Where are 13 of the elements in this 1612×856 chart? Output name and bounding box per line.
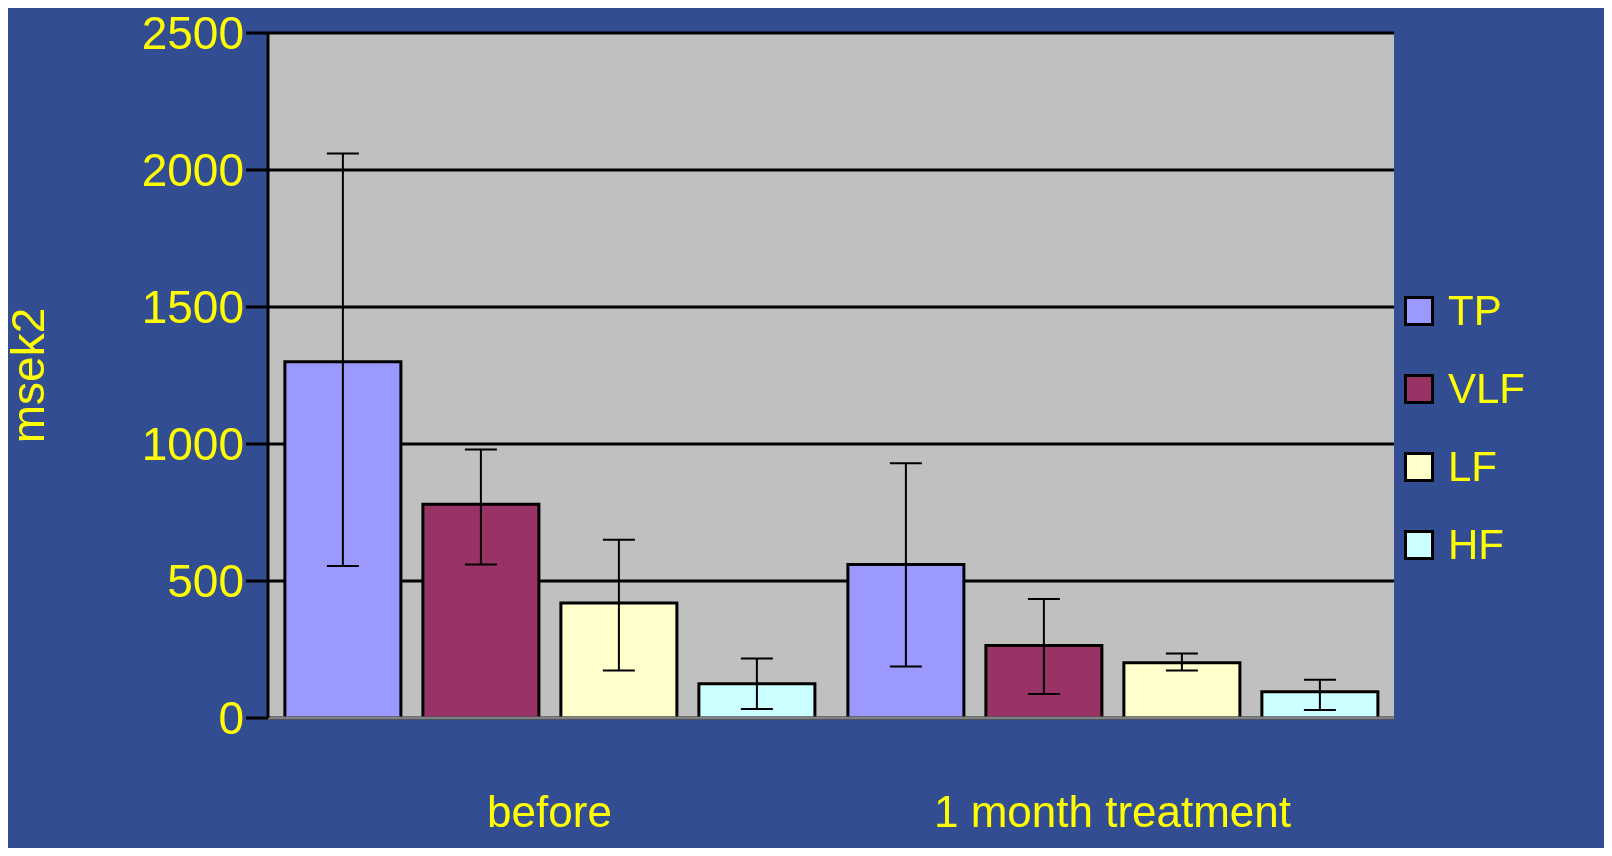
y-axis-title: msek2: [2, 307, 55, 444]
y-tick-label: 1000: [141, 418, 244, 471]
y-tick-label: 2500: [141, 7, 244, 60]
y-tick-label: 2000: [141, 144, 244, 197]
legend-label: VLF: [1448, 365, 1526, 413]
legend-label: HF: [1448, 521, 1504, 569]
y-tick-label: 500: [167, 555, 244, 608]
legend-label: LF: [1448, 443, 1498, 491]
x-tick-label: 1 month treatment: [933, 787, 1292, 837]
legend-label: TP: [1448, 287, 1502, 335]
y-tick-label: 0: [218, 692, 244, 745]
y-tick-label: 1500: [141, 281, 244, 334]
x-tick-label: before: [487, 787, 612, 837]
